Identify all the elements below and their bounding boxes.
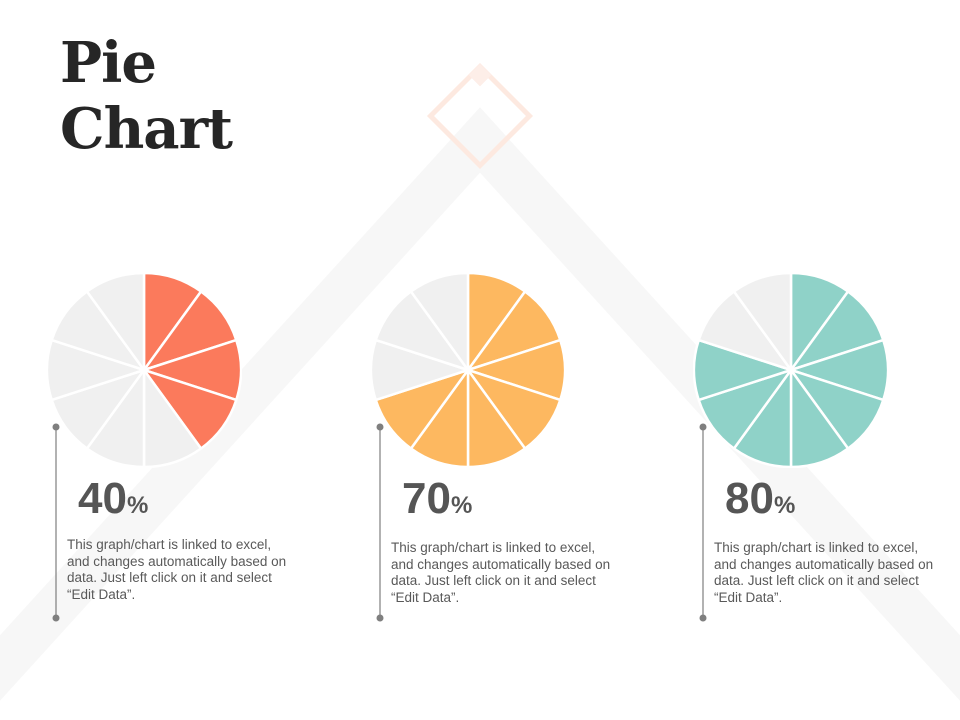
percent-unit-1: %: [126, 492, 149, 519]
description-text-1: This graph/chart is linked to excel, and…: [67, 537, 287, 602]
percent-label-3: 80%: [725, 474, 795, 531]
connector-line-1: [52, 423, 60, 622]
page-title: Pie Chart: [60, 30, 233, 162]
pie-slice-empty-10[interactable]: [409, 272, 470, 372]
background-diamond: [426, 62, 534, 170]
pie-slice-empty-10[interactable]: [85, 272, 146, 372]
connector-line-3: [699, 423, 707, 622]
pie-chart-3[interactable]: [693, 272, 889, 468]
page-title-line2: Chart: [60, 96, 233, 162]
connector-line-2: [376, 423, 384, 622]
percent-value-3: 80: [725, 474, 774, 523]
percent-value-1: 40: [78, 474, 127, 523]
background-diamond-small: [468, 63, 492, 87]
percent-label-2: 70%: [402, 474, 472, 531]
description-text-3: This graph/chart is linked to excel, and…: [714, 540, 934, 605]
pie-slice-empty-10[interactable]: [732, 272, 793, 372]
percent-value-2: 70: [402, 474, 451, 523]
percent-unit-3: %: [773, 492, 796, 519]
description-text-2: This graph/chart is linked to excel, and…: [391, 540, 611, 605]
percent-label-1: 40%: [78, 474, 148, 531]
background-chevron: [0, 107, 960, 701]
pie-chart-1[interactable]: [46, 272, 242, 468]
page-title-line1: Pie: [60, 30, 157, 96]
percent-unit-2: %: [450, 492, 473, 519]
pie-chart-2[interactable]: [370, 272, 566, 468]
